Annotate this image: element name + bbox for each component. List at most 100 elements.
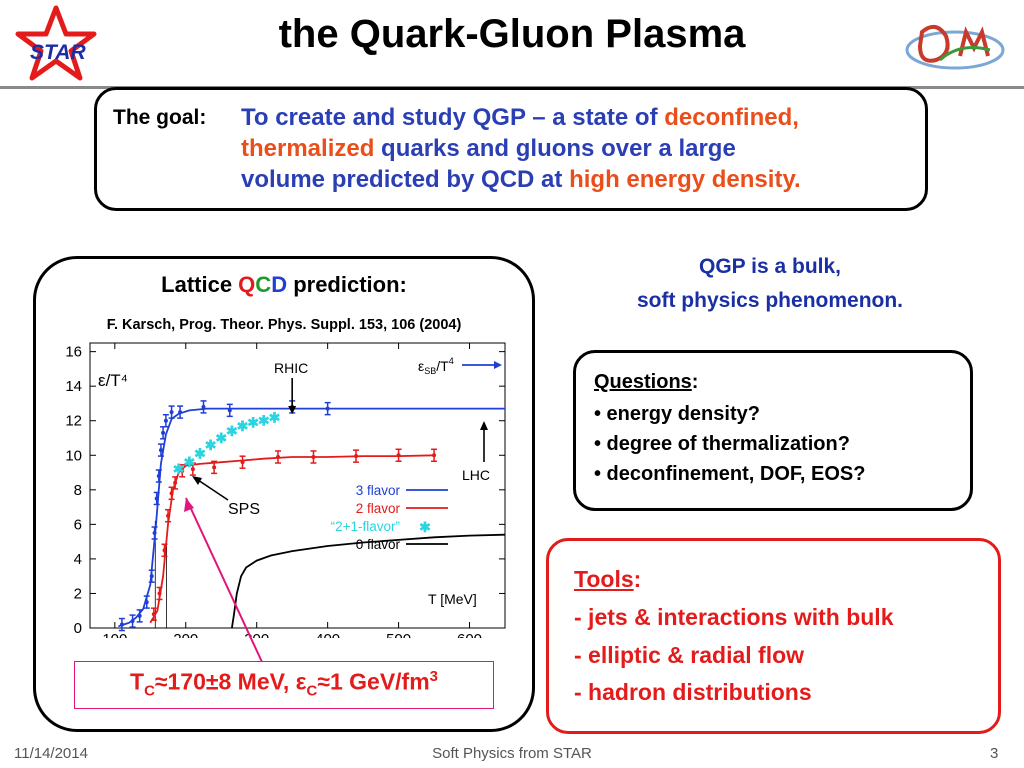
goal-box	[94, 87, 928, 211]
tc-eps-value: ≈1 GeV/fm	[317, 668, 430, 695]
legend-label: 0 flavor	[356, 537, 401, 552]
x-axis-label: T [MeV]	[428, 591, 477, 607]
data-point	[173, 480, 178, 485]
legend-label: “2+1-flavor”	[331, 519, 400, 534]
x-tick-label: 600	[457, 631, 482, 638]
tc-t: T	[130, 668, 145, 695]
goal-label: The goal:	[113, 106, 207, 129]
goal-line-2b: quarks and gluons over a large	[374, 135, 736, 162]
data-point	[354, 454, 359, 459]
qm-q-icon	[917, 24, 950, 63]
lattice-title: Lattice QCD prediction:	[33, 272, 535, 298]
qm-logo	[905, 24, 1005, 70]
bulk-line-1: QGP is a bulk,	[699, 255, 841, 278]
goal-period: .	[794, 166, 801, 193]
qm-swirl-icon	[905, 30, 1005, 70]
sb-eps: ε	[418, 358, 424, 374]
footer-date: 11/14/2014	[14, 745, 88, 762]
data-point	[154, 496, 159, 501]
data-point	[169, 491, 174, 496]
plot-frame	[89, 342, 506, 629]
plot-ticks: 100 200 300 400 500 600 0 2 4 6 8 10 12 14 16	[65, 343, 505, 638]
y-tick-label: 14	[65, 378, 82, 395]
data-point	[119, 622, 124, 627]
sb-sup: 4	[449, 356, 454, 366]
goal-line-1a: To create and study QGP – a state of	[241, 104, 665, 131]
y-tick-label: 16	[65, 344, 82, 361]
x-tick-label: 400	[315, 631, 340, 638]
x-tick-label: 300	[244, 631, 269, 638]
tc-eps: ε	[295, 668, 307, 695]
tc-value: ≈170±8 MeV,	[154, 668, 296, 695]
rhic-arrow-head	[288, 406, 297, 414]
goal-thermalized: thermalized	[241, 135, 375, 162]
x-tick-label: 200	[173, 631, 198, 638]
plot-legend: 3 flavor 2 flavor “2+1-flavor” ✱ 0 flavor	[331, 483, 448, 552]
lhc-arrow-head	[480, 421, 488, 430]
star-point: ✱	[226, 423, 238, 439]
sb-arrow-head	[494, 361, 502, 369]
footer-title: Soft Physics from STAR	[432, 745, 592, 762]
star-logo: STAR	[15, 5, 97, 81]
questions-title: Questions:	[594, 371, 698, 394]
x-tick-label: 500	[386, 631, 411, 638]
star-point: ✱	[194, 446, 206, 462]
tools-item: - elliptic & radial flow	[574, 642, 805, 668]
data-point	[166, 513, 171, 518]
data-point	[163, 418, 168, 423]
star-point: ✱	[247, 414, 259, 430]
footer-page-number: 3	[990, 745, 999, 762]
star-point: ✱	[215, 430, 227, 446]
y-tick-label: 12	[65, 413, 82, 430]
data-point	[396, 453, 401, 458]
goal-comma: ,	[792, 104, 799, 131]
sb-sub: SB	[424, 366, 436, 376]
sb-label: εSB/T4	[418, 356, 454, 376]
star-point: ✱	[183, 454, 195, 470]
goal-high-energy: high energy density	[569, 166, 795, 193]
goal-deconfined: deconfined	[664, 104, 793, 131]
tc-t-sub: C	[144, 682, 155, 700]
star-point: ✱	[237, 418, 249, 434]
data-point	[151, 612, 156, 617]
star-point: ✱	[205, 437, 217, 453]
data-point	[240, 460, 245, 465]
y-axis-label: ε/T⁴	[98, 371, 128, 390]
data-point	[158, 448, 163, 453]
goal-line-1: To create and study QGP – a state of dec…	[241, 102, 931, 133]
y-tick-label: 6	[74, 516, 82, 533]
sps-arrow-line	[197, 479, 229, 501]
qm-leaf-icon	[938, 46, 991, 62]
tools-box	[546, 538, 1001, 734]
data-point	[311, 455, 316, 459]
lattice-reference: F. Karsch, Prog. Theor. Phys. Suppl. 153…	[106, 317, 462, 333]
data-point	[432, 453, 437, 458]
y-tick-label: 8	[74, 482, 82, 499]
goal-line-3a: volume predicted by QCD at	[241, 166, 570, 193]
tc-sup: 3	[429, 668, 438, 685]
lattice-title-a: Lattice	[161, 272, 239, 297]
data-point	[162, 548, 167, 553]
data-point	[152, 531, 157, 535]
tools-colon: :	[633, 566, 642, 592]
sps-arrow-head	[192, 476, 202, 485]
sps-label: SPS	[228, 501, 260, 518]
lattice-title-b: prediction:	[287, 272, 407, 297]
star-shape-icon	[15, 5, 97, 81]
y-tick-label: 4	[74, 551, 82, 568]
y-axis-label-text: ε/T⁴	[98, 371, 128, 390]
plot-border	[89, 342, 506, 629]
data-point	[144, 600, 149, 605]
data-point	[130, 619, 135, 624]
star-point: ✱	[173, 461, 185, 477]
data-point	[157, 591, 162, 596]
tc-text: TC≈170±8 MeV, εC≈1 GeV/fm3	[74, 668, 494, 699]
legend-star: ✱	[419, 519, 431, 535]
data-point	[325, 406, 330, 411]
goal-line-3: volume predicted by QCD at high energy d…	[241, 164, 931, 195]
data-point	[190, 467, 195, 472]
star-point: ✱	[258, 413, 270, 429]
questions-box	[573, 350, 973, 511]
star-point: ✱	[269, 409, 281, 425]
legend-label: 3 flavor	[356, 483, 401, 498]
